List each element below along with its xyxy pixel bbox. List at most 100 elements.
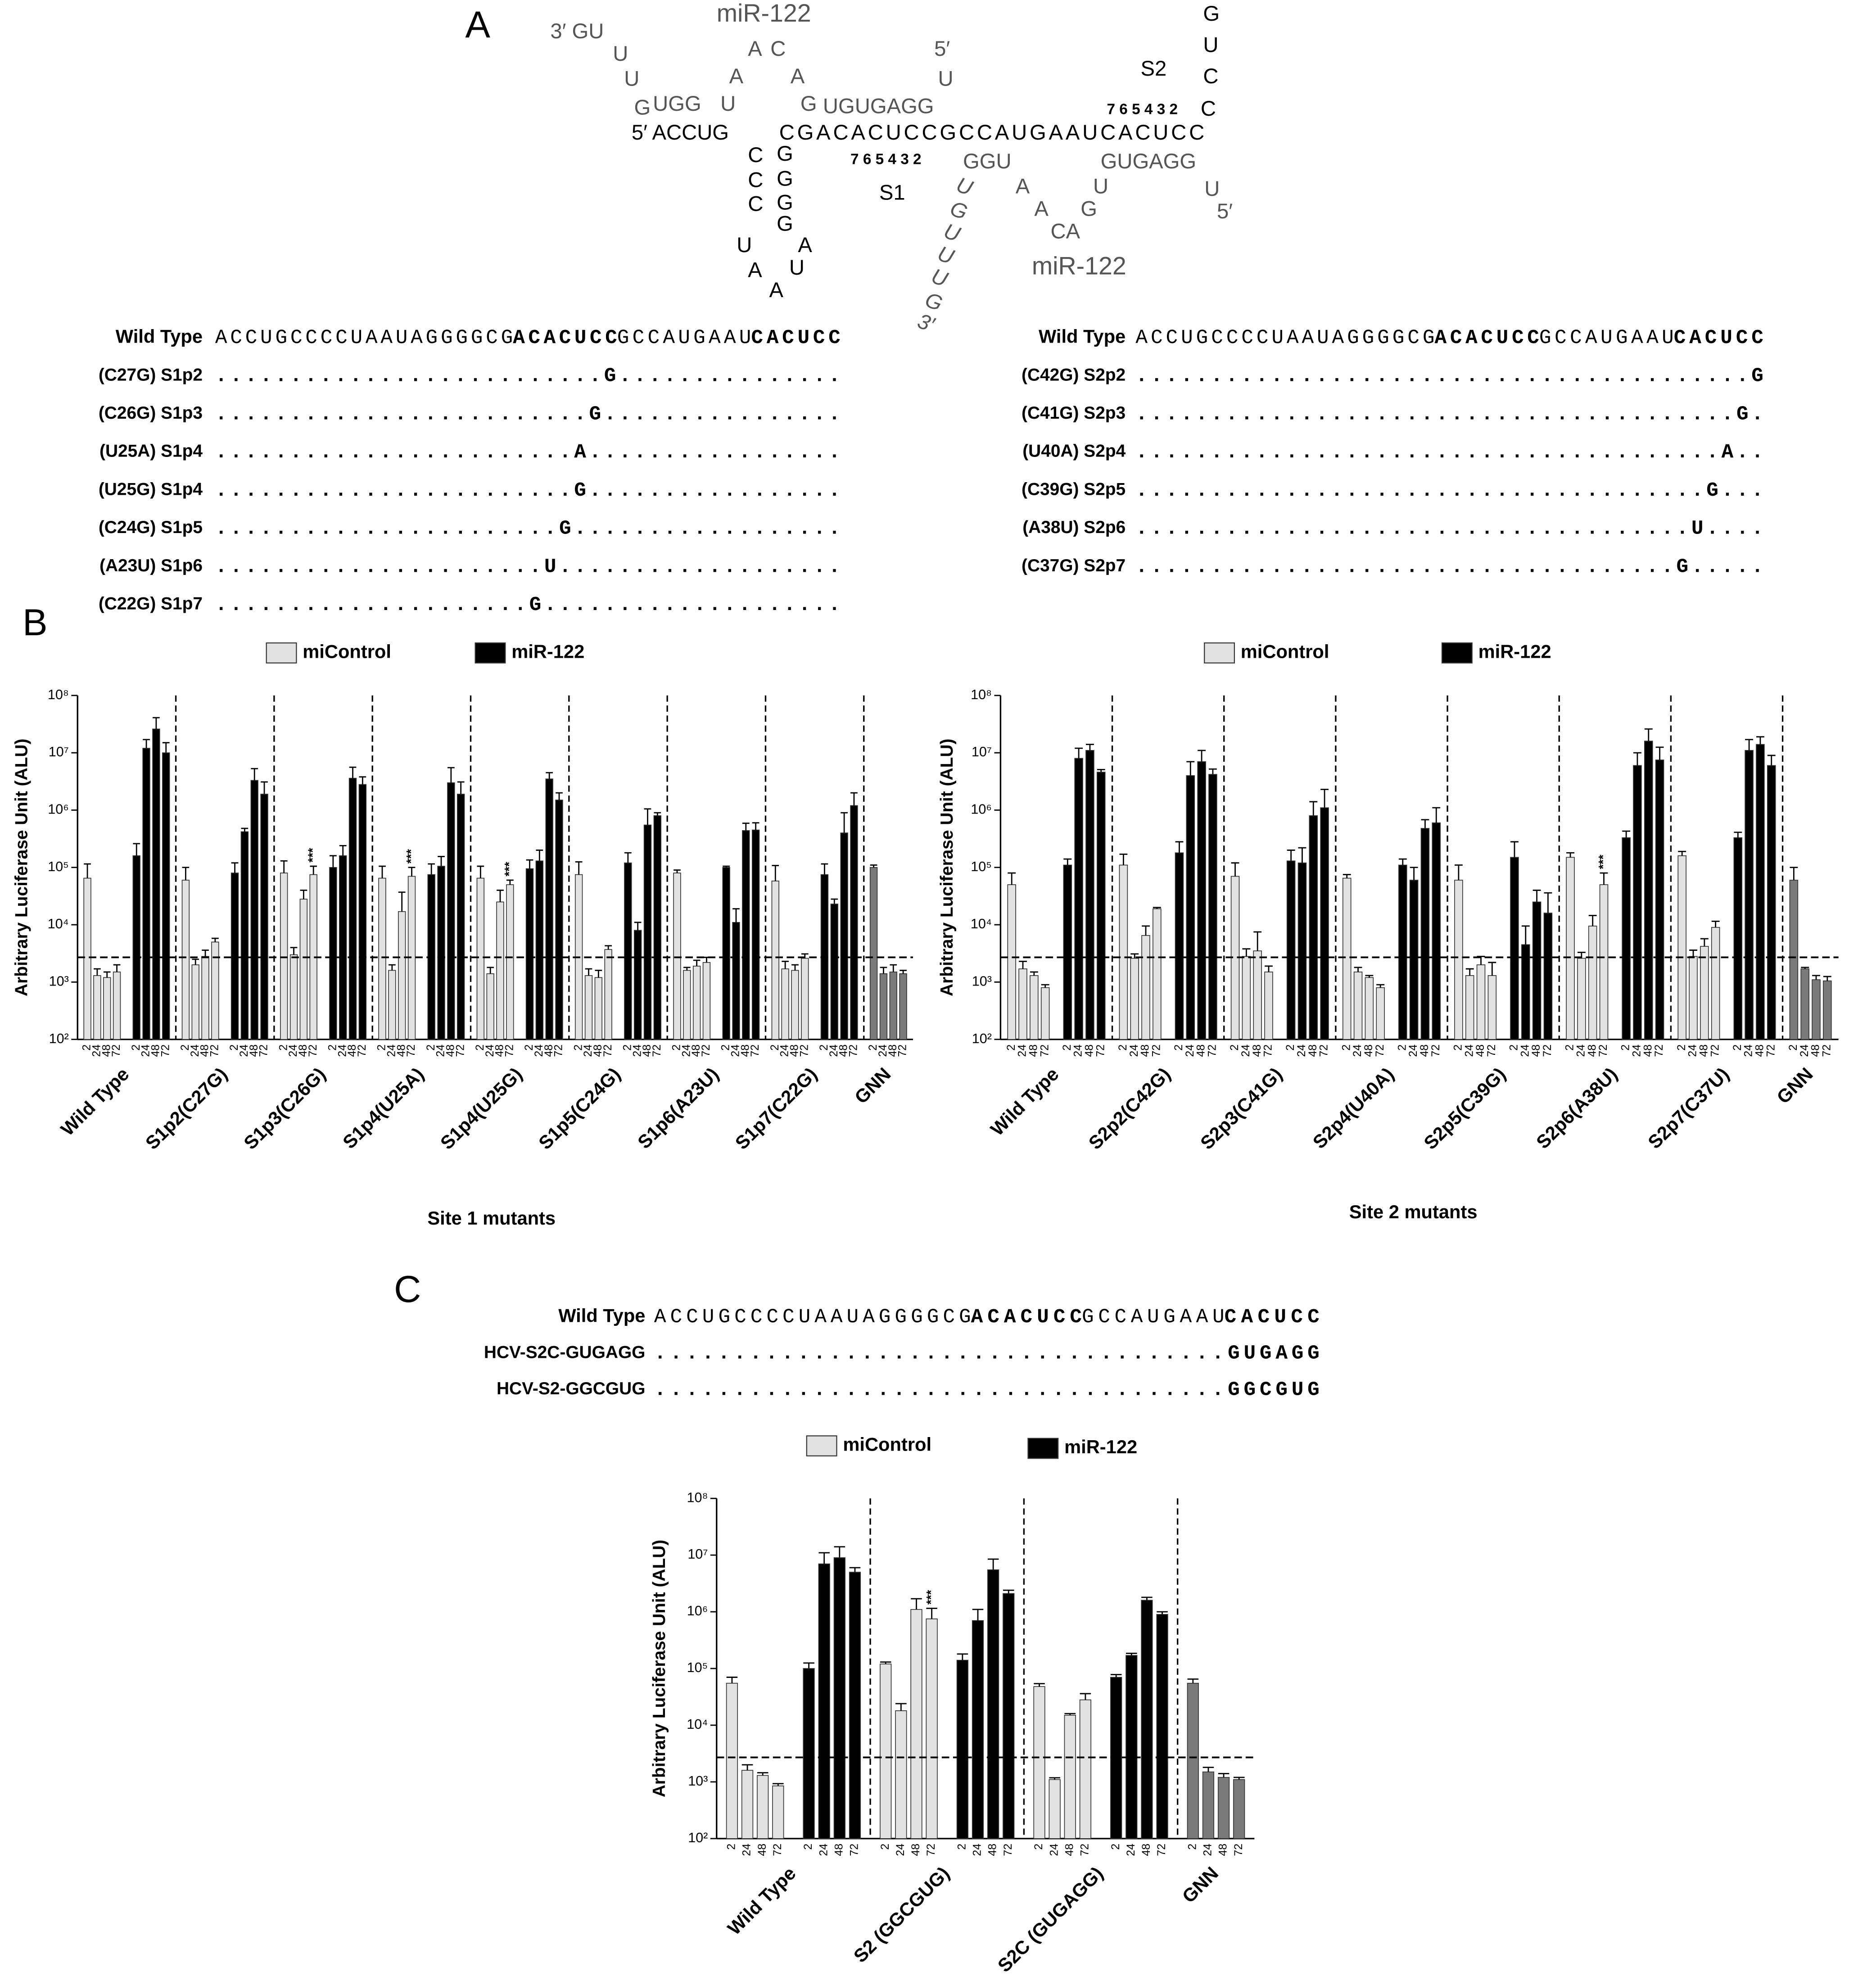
bar — [1510, 857, 1519, 1040]
hour-label: 2 — [1172, 1044, 1185, 1051]
bar — [181, 880, 190, 1040]
hour-label: 24 — [238, 1044, 250, 1057]
y-tick-label: 10⁶ — [971, 801, 992, 817]
mir-base: A — [1034, 197, 1049, 221]
bar — [1521, 944, 1530, 1040]
mir-base: 3′ GU — [550, 19, 604, 43]
mir-base: U — [624, 67, 639, 90]
mir-base: 5′ — [1217, 199, 1233, 223]
mutant-pattern: ......................U.................… — [215, 556, 841, 578]
hour-label: 48 — [1362, 1044, 1375, 1057]
hour-label: 2 — [1284, 1044, 1297, 1051]
bar — [1003, 1593, 1015, 1839]
hour-label: 48 — [739, 1044, 751, 1057]
hour-label: 48 — [1809, 1044, 1822, 1057]
bar — [1126, 1655, 1138, 1839]
hour-label: 24 — [1125, 1844, 1137, 1856]
mutant-label: (C37G) S2p7 — [1022, 556, 1126, 575]
bar — [889, 972, 897, 1040]
bar — [476, 877, 485, 1040]
mir-base: G — [634, 95, 651, 119]
bar — [772, 1785, 784, 1839]
significance: *** — [502, 862, 516, 877]
hour-label: 48 — [1641, 1044, 1654, 1057]
hour-label: 48 — [1217, 1844, 1230, 1856]
sequence-segment: ACACUCC — [1434, 327, 1539, 349]
bar — [1085, 750, 1094, 1040]
mir-base: A — [748, 37, 762, 61]
bar — [584, 975, 593, 1040]
rna-base: G — [1203, 2, 1220, 26]
hour-label: 24 — [729, 1044, 742, 1057]
bar — [1233, 1779, 1245, 1839]
hour-label: 48 — [986, 1844, 999, 1856]
hour-label: 72 — [110, 1044, 122, 1057]
hour-label: 24 — [287, 1044, 299, 1057]
hour-label: 72 — [1764, 1044, 1777, 1057]
mutant-pattern: ........................................… — [1135, 365, 1763, 388]
hour-label: 72 — [1653, 1044, 1665, 1057]
hour-label: 72 — [1206, 1044, 1219, 1057]
bar — [1297, 862, 1307, 1040]
bar — [348, 778, 357, 1040]
bar — [1756, 744, 1765, 1040]
bar — [1197, 761, 1206, 1040]
mutant-pattern: .........................G..............… — [215, 403, 841, 425]
y-tick-label: 10⁸ — [687, 1490, 708, 1505]
hour-label: 2 — [621, 1044, 633, 1051]
mir-tail-base: 3′ — [914, 309, 938, 337]
bar — [1733, 837, 1743, 1040]
hour-label: 72 — [405, 1044, 417, 1057]
bar — [280, 872, 288, 1040]
hour-label: 48 — [297, 1044, 309, 1057]
legend-swatch — [1027, 1438, 1059, 1459]
bar — [751, 829, 760, 1040]
hour-label: 48 — [1251, 1044, 1263, 1057]
group-label: S1p4(U25A) — [339, 1063, 428, 1153]
bar — [191, 964, 199, 1040]
bar — [1049, 1779, 1061, 1839]
bar — [506, 884, 514, 1040]
hour-label: 72 — [847, 1044, 860, 1057]
hour-label: 2 — [1731, 1044, 1744, 1051]
significance: *** — [1596, 854, 1610, 869]
bar — [132, 855, 140, 1040]
group-label: S1p5(C24G) — [534, 1063, 624, 1153]
hour-label: 48 — [837, 1044, 850, 1057]
hour-label: 72 — [1709, 1044, 1721, 1057]
hour-label: 24 — [484, 1044, 496, 1057]
legend-label: miR-122 — [511, 641, 584, 662]
hour-label: 2 — [130, 1044, 142, 1051]
hour-label: 24 — [817, 1844, 830, 1856]
bar — [702, 962, 711, 1040]
hour-label: 2 — [375, 1044, 388, 1051]
bar — [1286, 860, 1296, 1040]
hour-label: 24 — [1016, 1044, 1029, 1057]
group-label: S2 (GGCGUG) — [850, 1862, 954, 1966]
bar — [1208, 774, 1217, 1040]
hour-label: 2 — [326, 1044, 339, 1051]
group-label: S2p3(C41G) — [1196, 1063, 1286, 1153]
rna-base: C — [748, 192, 763, 216]
legend-swatch — [1441, 642, 1473, 664]
hour-label: 2 — [425, 1044, 437, 1051]
bar — [781, 968, 789, 1040]
bar — [1063, 864, 1072, 1040]
hour-label: 72 — [1318, 1044, 1330, 1057]
mutant-label: (U40A) S2p4 — [1022, 442, 1126, 461]
mir-base: A — [791, 64, 805, 88]
mutant-pattern: ........................G...............… — [215, 479, 841, 502]
legend-label: miR-122 — [1478, 641, 1551, 662]
hour-label: 48 — [756, 1844, 768, 1856]
bar — [1465, 975, 1474, 1040]
hour-label: 72 — [798, 1044, 810, 1057]
bar — [103, 977, 111, 1040]
hour-label: 24 — [877, 1044, 889, 1057]
bar — [358, 784, 367, 1040]
y-tick-label: 10³ — [688, 1773, 708, 1789]
bar — [840, 832, 848, 1040]
bar — [972, 1620, 984, 1839]
rna-base: G — [777, 190, 793, 214]
hour-label: 72 — [925, 1844, 937, 1856]
bar — [162, 752, 170, 1040]
